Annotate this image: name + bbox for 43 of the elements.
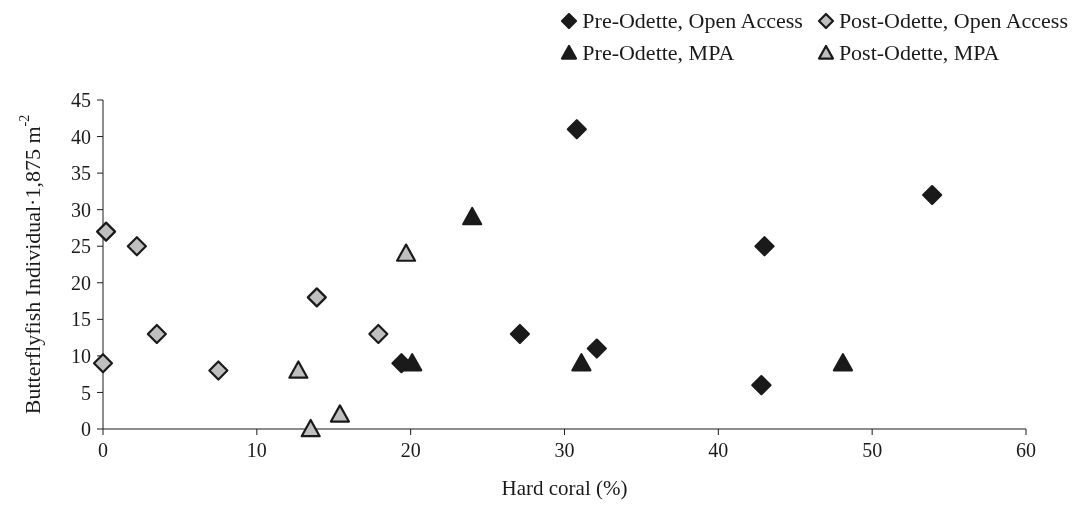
- point: [368, 323, 389, 345]
- point: [300, 418, 321, 438]
- y-tick-label: 45: [71, 89, 91, 112]
- legend-label: Pre-Odette, Open Access: [582, 8, 803, 34]
- x-tick-label: 30: [554, 439, 575, 462]
- point: [754, 236, 775, 257]
- x-tick-label: 40: [708, 439, 729, 462]
- y-tick-label: 15: [71, 308, 91, 331]
- x-tick-label: 10: [246, 439, 267, 462]
- point: [126, 236, 147, 257]
- x-tick-label: 50: [862, 439, 883, 462]
- point: [395, 243, 417, 262]
- legend-label: Pre-Odette, MPA: [582, 40, 735, 66]
- y-tick-label: 5: [81, 381, 91, 404]
- y-tick-label: 40: [71, 125, 91, 148]
- point: [462, 206, 483, 226]
- x-tick-label: 0: [98, 439, 108, 462]
- legend-label: Post-Odette, MPA: [838, 40, 1000, 66]
- point: [306, 287, 327, 308]
- point: [922, 184, 943, 206]
- x-tick-label: 60: [1016, 439, 1036, 462]
- x-tick-label: 20: [400, 439, 421, 462]
- point: [95, 221, 117, 242]
- y-tick-label: 10: [71, 344, 91, 367]
- point: [509, 323, 530, 345]
- point: [571, 353, 592, 372]
- point: [751, 375, 772, 396]
- y-tick-label: 35: [71, 162, 91, 185]
- y-tick-label: 0: [81, 418, 91, 441]
- point: [146, 323, 167, 345]
- x-axis-title: Hard coral (%): [501, 476, 628, 500]
- y-tick-label: 20: [71, 271, 91, 294]
- y-tick-label: 30: [71, 198, 91, 221]
- point: [832, 353, 854, 372]
- y-tick-label: 25: [71, 235, 91, 258]
- point: [329, 404, 350, 423]
- point: [208, 360, 229, 381]
- point: [566, 119, 587, 140]
- point: [92, 353, 114, 374]
- point: [288, 360, 309, 379]
- point: [402, 353, 423, 372]
- point: [586, 338, 607, 359]
- legend-label: Post-Odette, Open Access: [838, 8, 1068, 34]
